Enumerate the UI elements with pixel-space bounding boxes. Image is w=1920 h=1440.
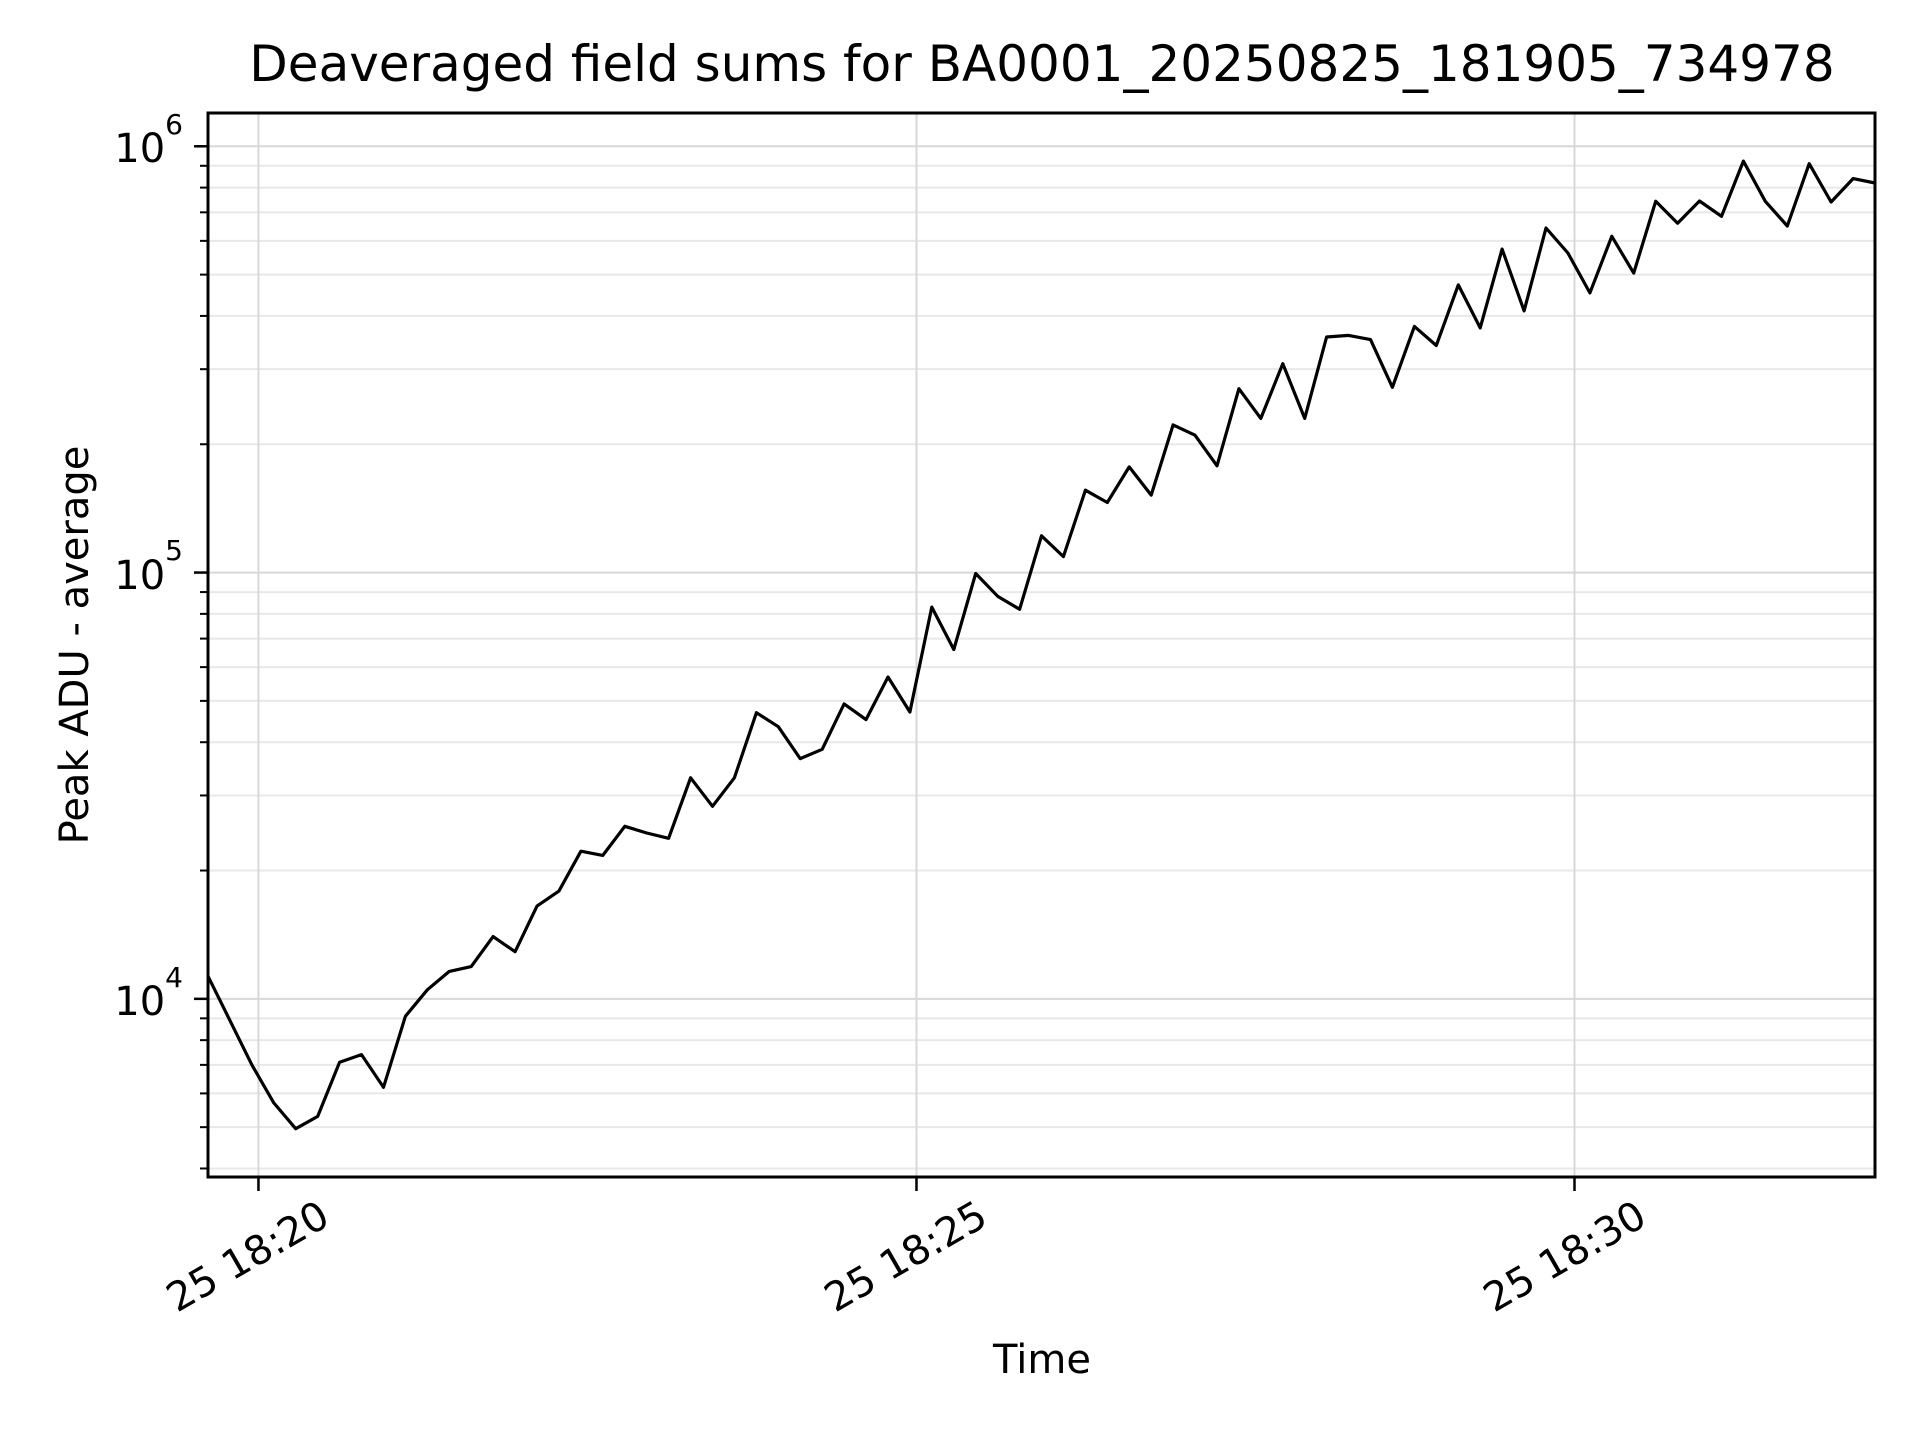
y-tick-label: 106 (114, 110, 183, 173)
y-tick-exponent: 4 (165, 960, 183, 994)
chart-title: Deaveraged field sums for BA0001_2025082… (249, 35, 1835, 93)
y-tick-exponent: 6 (165, 107, 183, 141)
y-tick-base: 10 (114, 126, 166, 173)
data-line (206, 159, 1876, 1131)
plot-border (206, 111, 1877, 1179)
y-axis-label: Peak ADU - average (52, 445, 98, 845)
y-tick-base: 10 (114, 552, 166, 599)
y-tick-label: 105 (114, 537, 183, 600)
x-axis-label: Time (993, 1337, 1091, 1383)
y-tick-label: 104 (114, 963, 183, 1026)
y-tick-base: 10 (114, 978, 166, 1025)
y-tick-exponent: 5 (165, 534, 183, 568)
